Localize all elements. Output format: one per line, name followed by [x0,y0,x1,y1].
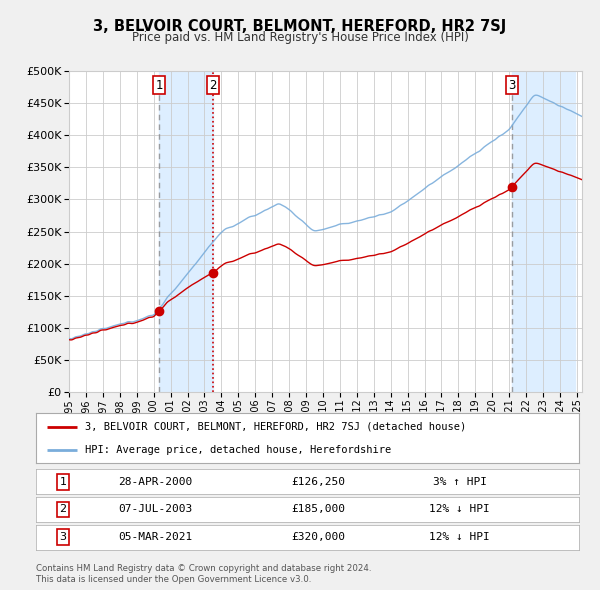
Text: 3: 3 [59,532,67,542]
Text: 12% ↓ HPI: 12% ↓ HPI [429,532,490,542]
Bar [576,71,582,392]
Text: 3% ↑ HPI: 3% ↑ HPI [433,477,487,487]
Text: 3, BELVOIR COURT, BELMONT, HEREFORD, HR2 7SJ (detached house): 3, BELVOIR COURT, BELMONT, HEREFORD, HR2… [85,421,466,431]
Text: HPI: Average price, detached house, Herefordshire: HPI: Average price, detached house, Here… [85,445,391,455]
Text: 12% ↓ HPI: 12% ↓ HPI [429,504,490,514]
Text: 28-APR-2000: 28-APR-2000 [118,477,193,487]
Text: 3: 3 [509,79,516,92]
Text: £320,000: £320,000 [292,532,346,542]
Bar [512,71,576,392]
Text: £126,250: £126,250 [292,477,346,487]
Text: 05-MAR-2021: 05-MAR-2021 [118,532,193,542]
Text: Price paid vs. HM Land Registry's House Price Index (HPI): Price paid vs. HM Land Registry's House … [131,31,469,44]
Text: £185,000: £185,000 [292,504,346,514]
Text: 1: 1 [59,477,67,487]
Text: 07-JUL-2003: 07-JUL-2003 [118,504,193,514]
Text: This data is licensed under the Open Government Licence v3.0.: This data is licensed under the Open Gov… [36,575,311,584]
Text: 2: 2 [209,79,217,92]
Text: Contains HM Land Registry data © Crown copyright and database right 2024.: Contains HM Land Registry data © Crown c… [36,565,371,573]
Text: 2: 2 [59,504,67,514]
Bar [159,71,213,392]
Text: 3, BELVOIR COURT, BELMONT, HEREFORD, HR2 7SJ: 3, BELVOIR COURT, BELMONT, HEREFORD, HR2… [94,19,506,34]
Text: 1: 1 [155,79,163,92]
